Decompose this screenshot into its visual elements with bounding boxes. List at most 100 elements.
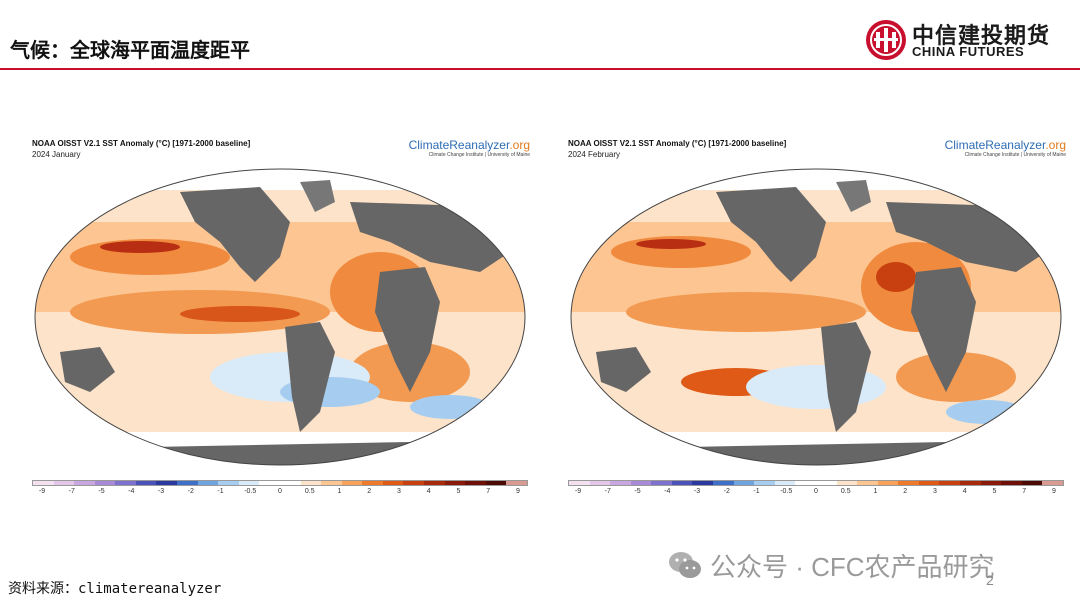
colorbar-tick-label: 1 bbox=[337, 488, 342, 495]
colorbar-tick-label: 0 bbox=[814, 488, 818, 495]
colorbar-tick-label: -2 bbox=[187, 488, 194, 495]
colorbar-tick-label: -5 bbox=[634, 488, 641, 495]
colorbar-swatch bbox=[980, 481, 1002, 485]
colorbar-tick-label: 4 bbox=[426, 488, 431, 495]
colorbar-swatch bbox=[1001, 481, 1022, 485]
colorbar-swatch bbox=[877, 481, 899, 485]
colorbar-swatch bbox=[382, 481, 404, 485]
map-subtitle: 2024 February bbox=[568, 150, 621, 159]
logo-name-en: CHINA FUTURES bbox=[912, 44, 1025, 59]
colorbar-swatch bbox=[444, 481, 466, 485]
header-divider bbox=[0, 68, 1080, 70]
colorbar-swatch bbox=[53, 481, 75, 485]
colorbar-swatch bbox=[754, 481, 775, 485]
colorbar-swatch bbox=[857, 481, 878, 485]
colorbar-tick-label: 7 bbox=[486, 488, 491, 495]
company-logo: 中信建投期货 CHINA FUTURES bbox=[864, 18, 1054, 62]
colorbar-tick-label: 3 bbox=[933, 488, 937, 495]
colorbar-tick-label: -5 bbox=[98, 488, 105, 495]
map-subtitle: 2024 January bbox=[32, 150, 81, 159]
colorbar-tick-label: 0.5 bbox=[304, 488, 315, 495]
colorbar-swatch bbox=[423, 481, 445, 485]
sst-anomaly-map bbox=[34, 168, 526, 466]
colorbar-swatch bbox=[651, 481, 672, 485]
logo-emblem-icon bbox=[866, 20, 906, 60]
colorbar-swatch bbox=[1021, 481, 1043, 485]
colorbar-tick-label: 9 bbox=[516, 488, 520, 495]
brand-label: ClimateReanalyzer.org bbox=[945, 138, 1066, 152]
colorbar-tick-label: -4 bbox=[128, 488, 135, 495]
colorbar-swatch bbox=[733, 481, 755, 485]
page-title: 气候：全球海平面温度距平 bbox=[10, 40, 250, 62]
brand-sub: Climate Change Institute | University of… bbox=[428, 152, 530, 158]
sst-anomaly-map bbox=[570, 168, 1062, 466]
colorbar-swatch bbox=[115, 481, 136, 485]
watermark-text: 公众号 · CFC农产品研究 bbox=[710, 551, 995, 582]
colorbar-swatch bbox=[959, 481, 981, 485]
colorbar-tick-label: -0.5 bbox=[780, 488, 793, 495]
colorbar-tick-label: -2 bbox=[723, 488, 730, 495]
colorbar-tick-label: -9 bbox=[38, 488, 46, 495]
source-note: 资料来源：climatereanalyzer bbox=[8, 581, 222, 597]
colorbar-tick-label: 5 bbox=[992, 488, 997, 495]
colorbar-tick-label: -7 bbox=[604, 488, 611, 495]
colorbar-swatch bbox=[465, 481, 486, 485]
colorbar-swatch bbox=[815, 481, 837, 485]
brand-main: ClimateReanalyzer bbox=[944, 138, 1046, 152]
colorbar-tick-label: -3 bbox=[157, 488, 165, 495]
colorbar-ticks: -9 -7 -5 -4 -3 -2 -1 -0.5 0 0.5 1 2 3 4 5 7 9 bbox=[568, 488, 1064, 500]
colorbar-tick-label: 9 bbox=[1052, 488, 1056, 495]
brand-label: ClimateReanalyzer.org bbox=[409, 138, 530, 152]
colorbar-swatch bbox=[362, 481, 383, 485]
colorbar-tick-label: 2 bbox=[903, 488, 908, 495]
colorbar-swatch bbox=[177, 481, 198, 485]
colorbar-swatch bbox=[569, 481, 590, 485]
colorbar-swatch bbox=[898, 481, 919, 485]
colorbar bbox=[568, 480, 1064, 486]
colorbar-tick-label: 3 bbox=[397, 488, 401, 495]
map-title: NOAA OISST V2.1 SST Anomaly (°C) [1971-2… bbox=[568, 139, 787, 148]
colorbar-tick-label: -4 bbox=[664, 488, 671, 495]
colorbar-swatch bbox=[197, 481, 219, 485]
brand-main: ClimateReanalyzer bbox=[408, 138, 510, 152]
colorbar-swatch bbox=[713, 481, 734, 485]
colorbar-swatch bbox=[795, 481, 816, 485]
colorbar-swatch bbox=[506, 481, 527, 485]
colorbar-swatch bbox=[218, 481, 239, 485]
watermark: 公众号 · CFC农产品研究 bbox=[668, 548, 995, 582]
colorbar-tick-label: -1 bbox=[217, 488, 224, 495]
wechat-icon bbox=[669, 552, 701, 578]
colorbar-swatch bbox=[589, 481, 611, 485]
brand-tld: .org bbox=[509, 138, 530, 152]
colorbar-swatch bbox=[341, 481, 363, 485]
sst-map-panel-january: NOAA OISST V2.1 SST Anomaly (°C) [1971-2… bbox=[30, 136, 530, 506]
colorbar-swatch bbox=[135, 481, 157, 485]
colorbar-tick-label: -3 bbox=[693, 488, 701, 495]
brand-tld: .org bbox=[1045, 138, 1066, 152]
brand-sub: Climate Change Institute | University of… bbox=[964, 152, 1066, 158]
page-number: 2 bbox=[986, 572, 994, 588]
colorbar-tick-label: 2 bbox=[367, 488, 372, 495]
sst-map-panel-february: NOAA OISST V2.1 SST Anomaly (°C) [1971-2… bbox=[566, 136, 1066, 506]
colorbar-swatch bbox=[300, 481, 322, 485]
colorbar-tick-label: 5 bbox=[456, 488, 461, 495]
colorbar-swatch bbox=[630, 481, 652, 485]
colorbar-tick-label: 1 bbox=[873, 488, 878, 495]
colorbar-swatch bbox=[94, 481, 116, 485]
colorbar-swatch bbox=[1042, 481, 1063, 485]
colorbar-tick-label: -7 bbox=[68, 488, 75, 495]
colorbar-tick-label: 0.5 bbox=[840, 488, 851, 495]
colorbar-tick-label: 4 bbox=[962, 488, 967, 495]
colorbar-swatch bbox=[610, 481, 631, 485]
colorbar-swatch bbox=[238, 481, 260, 485]
colorbar-swatch bbox=[939, 481, 960, 485]
colorbar-ticks: -9 -7 -5 -4 -3 -2 -1 -0.5 0 0.5 1 2 3 4 5 7 9 bbox=[32, 488, 528, 500]
colorbar-swatch bbox=[836, 481, 858, 485]
colorbar-swatch bbox=[692, 481, 714, 485]
colorbar-tick-label: 7 bbox=[1022, 488, 1027, 495]
colorbar-swatch bbox=[918, 481, 940, 485]
colorbar-swatch bbox=[485, 481, 507, 485]
colorbar-swatch bbox=[279, 481, 301, 485]
colorbar-swatch bbox=[321, 481, 342, 485]
colorbar-tick-label: -1 bbox=[753, 488, 760, 495]
